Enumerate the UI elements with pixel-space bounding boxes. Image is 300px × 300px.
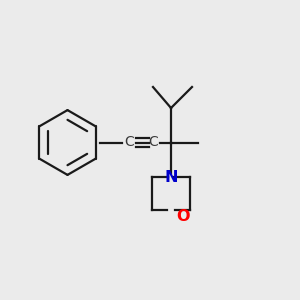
Text: O: O	[176, 209, 190, 224]
Text: C: C	[124, 136, 134, 149]
Text: N: N	[164, 169, 178, 184]
Text: C: C	[148, 136, 158, 149]
